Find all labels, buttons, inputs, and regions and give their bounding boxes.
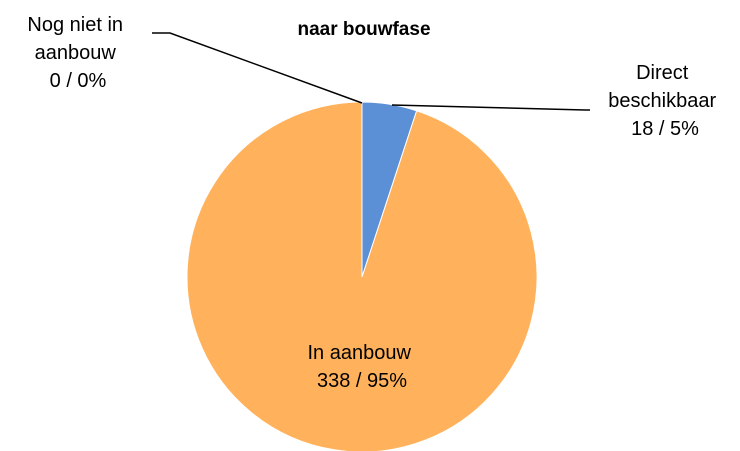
slice-label-in-aanbouw: In aanbouw 338 / 95%: [308, 342, 417, 392]
pie-slices: [186, 101, 538, 451]
slice-label-direct: Direct beschikbaar 18 / 5%: [608, 62, 721, 140]
slice-in-aanbouw: [186, 101, 538, 451]
leader-line-direct: [391, 104, 590, 111]
leader-line-nog-niet: [152, 32, 363, 104]
chart-title: naar bouwfase: [297, 19, 430, 40]
slice-label-nog-niet: Nog niet in aanbouw 0 / 0%: [27, 14, 128, 92]
